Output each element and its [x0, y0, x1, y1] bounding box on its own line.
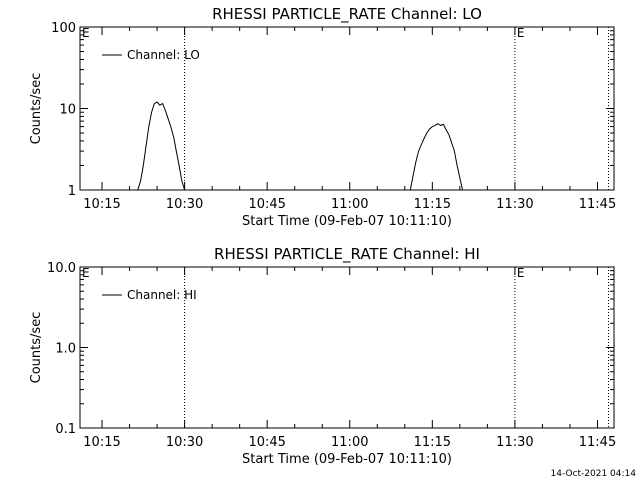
x-tick-label: 10:45: [248, 435, 285, 450]
y-tick-label: 10.0: [47, 261, 76, 276]
y-tick-label: 100: [51, 21, 76, 36]
footer-timestamp: 14-Oct-2021 04:14: [551, 469, 637, 479]
event-marker-label: E: [517, 266, 525, 280]
x-tick-label: 10:30: [166, 197, 203, 212]
corner-marker-label: E: [82, 26, 90, 40]
y-tick-label: 1.0: [55, 342, 76, 357]
x-tick-label: 10:30: [166, 435, 203, 450]
x-tick-label: 11:00: [331, 435, 368, 450]
x-tick-label: 11:00: [331, 197, 368, 212]
chart-title: RHESSI PARTICLE_RATE Channel: HI: [214, 245, 480, 264]
x-tick-label: 11:30: [496, 197, 533, 212]
corner-marker-label: E: [82, 266, 90, 280]
legend-label: Channel: HI: [127, 288, 197, 302]
x-axis-label: Start Time (09-Feb-07 10:11:10): [242, 452, 452, 467]
event-marker-label: E: [517, 26, 525, 40]
x-axis-label: Start Time (09-Feb-07 10:11:10): [242, 214, 452, 229]
hi-channel-panel: RHESSI PARTICLE_RATE Channel: HI Start Ti…: [29, 245, 616, 467]
x-tick-label: 11:45: [579, 435, 616, 450]
x-tick-label: 10:15: [83, 197, 120, 212]
x-tick-label: 11:45: [579, 197, 616, 212]
y-tick-label: 0.1: [55, 422, 76, 437]
x-tick-label: 11:15: [414, 197, 451, 212]
x-tick-label: 11:30: [496, 435, 533, 450]
x-tick-label: 10:45: [248, 197, 285, 212]
lo-channel-panel: RHESSI PARTICLE_RATE Channel: LO Start Ti…: [29, 5, 616, 229]
y-tick-label: 10: [59, 103, 76, 118]
y-tick-label: 1: [68, 184, 76, 199]
legend-label: Channel: LO: [127, 48, 200, 62]
y-axis-label: Counts/sec: [29, 312, 44, 384]
chart-title: RHESSI PARTICLE_RATE Channel: LO: [212, 5, 482, 24]
y-axis-label: Counts/sec: [29, 73, 44, 145]
x-tick-label: 11:15: [414, 435, 451, 450]
x-tick-label: 10:15: [83, 435, 120, 450]
series-line: [137, 101, 464, 191]
